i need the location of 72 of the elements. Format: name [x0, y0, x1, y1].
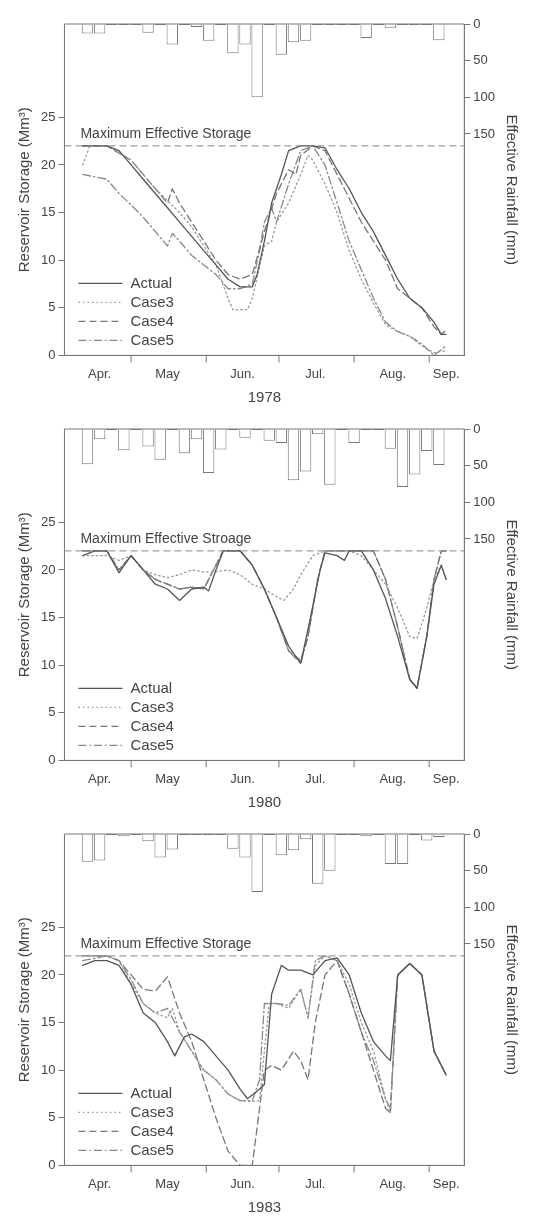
legend-label: Actual [130, 1083, 173, 1101]
x-tick-label: Apr. [88, 770, 112, 786]
x-tick-label: Jul. [305, 1175, 326, 1191]
y2-tick-label: 150 [473, 935, 496, 951]
y-axis-title: Reservoir Storage (Mm³) [15, 917, 33, 1083]
y-tick-label: 0 [48, 346, 56, 362]
y-tick-label: 10 [40, 1061, 56, 1077]
y2-tick-label: 50 [473, 862, 488, 878]
y-tick-label: 15 [40, 609, 56, 625]
x-tick-label: Aug. [379, 1175, 407, 1191]
y2-tick-label: 150 [473, 125, 496, 141]
x-tick-label: Jun. [230, 770, 255, 786]
y2-tick-label: 0 [473, 420, 481, 436]
y-tick-label: 25 [40, 513, 56, 529]
y-tick-label: 20 [40, 561, 56, 577]
y-tick-label: 20 [40, 156, 56, 172]
x-tick-label: Jun. [230, 1175, 255, 1191]
y-tick-label: 0 [48, 751, 56, 767]
x-tick-label: May [155, 1175, 181, 1191]
ref-line-label: Maximum Effective Storage [80, 124, 252, 141]
x-axis-title: 1983 [247, 1198, 282, 1216]
y2-tick-label: 100 [473, 88, 496, 104]
x-tick-label: Jul. [305, 770, 326, 786]
legend-label: Case4 [130, 716, 174, 734]
y2-axis-title: Effective Rainfall (mm) [503, 924, 521, 1075]
legend-label: Case5 [130, 1140, 174, 1158]
y2-tick-label: 100 [473, 493, 496, 509]
y-tick-label: 20 [40, 966, 56, 982]
y2-tick-label: 100 [473, 898, 496, 914]
y-tick-label: 15 [40, 1014, 56, 1030]
y-tick-label: 25 [40, 108, 56, 124]
legend-label: Case5 [130, 330, 174, 348]
y2-axis-title: Effective Rainfall (mm) [503, 114, 521, 265]
y2-tick-label: 50 [473, 457, 488, 473]
y-tick-label: 0 [48, 1156, 56, 1172]
y2-axis-title: Effective Rainfall (mm) [503, 519, 521, 670]
y2-tick-label: 150 [473, 530, 496, 546]
y-tick-label: 5 [48, 1109, 56, 1125]
y-tick-label: 25 [40, 918, 56, 934]
x-tick-label: Aug. [379, 770, 407, 786]
legend-label: Case4 [130, 1121, 174, 1139]
y-tick-label: 10 [40, 656, 56, 672]
x-tick-label: Apr. [88, 1175, 112, 1191]
x-tick-label: Sep. [432, 365, 460, 381]
y2-tick-label: 0 [473, 15, 481, 31]
y2-tick-label: 50 [473, 52, 488, 68]
legend-label: Case3 [130, 1102, 174, 1120]
x-tick-label: Aug. [379, 365, 407, 381]
x-tick-label: May [155, 365, 181, 381]
y-tick-label: 10 [40, 251, 56, 267]
legend-label: Actual [130, 273, 173, 291]
legend-label: Case4 [130, 311, 174, 329]
x-axis-title: 1980 [247, 793, 282, 811]
y-axis-title: Reservoir Storage (Mm³) [15, 107, 33, 273]
x-tick-label: Sep. [432, 1175, 460, 1191]
legend-label: Actual [130, 678, 173, 696]
ref-line-label: Maximum Effective Storage [80, 934, 252, 951]
x-tick-label: Jun. [230, 365, 255, 381]
ref-line-label: Maximum Effective Stroage [80, 529, 252, 546]
x-tick-label: May [155, 770, 181, 786]
x-tick-label: Sep. [432, 770, 460, 786]
y-tick-label: 5 [48, 299, 56, 315]
x-axis-title: 1978 [247, 388, 282, 406]
y-tick-label: 15 [40, 204, 56, 220]
y2-tick-label: 0 [473, 825, 481, 841]
x-tick-label: Jul. [305, 365, 326, 381]
y-axis-title: Reservoir Storage (Mm³) [15, 512, 33, 678]
legend-label: Case5 [130, 735, 174, 753]
legend-label: Case3 [130, 292, 174, 310]
y-tick-label: 5 [48, 704, 56, 720]
x-tick-label: Apr. [88, 365, 112, 381]
legend-label: Case3 [130, 697, 174, 715]
